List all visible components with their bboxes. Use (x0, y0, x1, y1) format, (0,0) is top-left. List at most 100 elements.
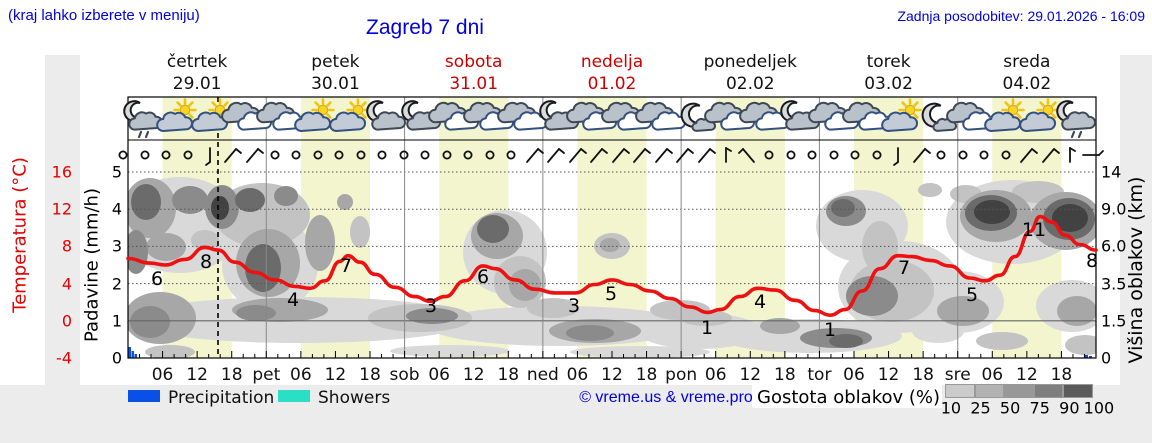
temp-tick-12: 12 (51, 199, 72, 219)
precip-tick-2: 2 (111, 274, 122, 294)
cloud-density-label-bg (752, 385, 942, 408)
wind-barb-e (1082, 150, 1104, 156)
weather-icons-row (123, 98, 1097, 139)
temperature-value-label: 7 (898, 257, 910, 279)
x-label-ned: ned (526, 365, 559, 385)
cloud-density-label: Gostota oblakov (%) (757, 387, 941, 408)
x-label-sob: sob (389, 365, 420, 385)
cloud-tick-3.5: 3.5 (1101, 274, 1127, 294)
wind-barb-ne (913, 148, 931, 163)
density-segment (1063, 384, 1093, 398)
wind-barb-nw (738, 148, 755, 163)
page-title: Zagreb 7 dni (366, 16, 484, 39)
density-segment (1004, 384, 1034, 398)
showers-swatch (278, 390, 310, 402)
cloud-blob (146, 233, 186, 261)
x-label-06: 06 (151, 365, 174, 385)
weather-icon-sun-cloud (881, 98, 922, 132)
wind-calm (334, 150, 344, 160)
precip-tick-5: 5 (111, 162, 122, 182)
density-label-75: 75 (1029, 398, 1050, 418)
wind-barb-ne (1042, 148, 1060, 163)
weather-icon-moon-cloud-drizzle (123, 100, 164, 139)
day-name: sreda (1003, 52, 1051, 72)
precip-tick-3: 3 (111, 236, 122, 256)
copyright-link[interactable]: © vreme.us & vreme.pro (579, 389, 753, 406)
wind-barb-s (205, 147, 211, 166)
x-label-12: 12 (462, 365, 485, 385)
temp-tick-16: 16 (51, 162, 72, 182)
day-name: ponedeljek (703, 52, 797, 72)
x-label-06: 06 (428, 365, 450, 385)
weather-icon-sun-cloud (156, 98, 197, 132)
x-label-12: 12 (877, 365, 900, 385)
left-axis-strip (45, 55, 80, 385)
wind-barb-n (725, 147, 732, 163)
density-segment (974, 384, 1005, 398)
drizzle-mark (137, 130, 143, 139)
precipitation-label: Precipitation (168, 388, 275, 408)
last-update: Zadnja posodobitev: 29.01.2026 - 16:09 (897, 8, 1145, 24)
temperature-value-label: 5 (966, 284, 978, 306)
cloud-blob (1052, 204, 1088, 232)
cloud-blob (191, 230, 219, 250)
drizzle-mark (144, 130, 150, 139)
wind-calm (377, 150, 387, 160)
cloud-tick-6.0: 6.0 (1101, 236, 1127, 256)
cloud-blob (974, 200, 1010, 224)
wind-barb-ne (547, 148, 565, 163)
cloud-shape (329, 111, 366, 132)
cloud-blob (130, 306, 170, 338)
wind-calm (786, 150, 796, 160)
sun-shape (898, 98, 922, 122)
cloud-tick-14: 14 (1101, 162, 1122, 182)
cloud-blob (172, 186, 208, 214)
cloud-blob (918, 183, 942, 197)
day-date: 02.02 (725, 74, 775, 94)
day-name: četrtek (166, 52, 228, 72)
cloud-shape (1061, 111, 1097, 131)
x-label-pon: pon (665, 365, 698, 385)
precipitation-bar (134, 354, 137, 358)
precip-tick-0: 0 (111, 348, 122, 368)
day-date: 29.01 (172, 74, 222, 94)
wind-calm (485, 150, 495, 160)
temperature-value-label: 6 (151, 268, 163, 290)
sun-shape (1001, 98, 1025, 122)
showers-label: Showers (318, 388, 391, 408)
cloud-blob (477, 215, 509, 243)
cloud-blob (846, 276, 898, 316)
cloud-tick-0: 0 (1101, 348, 1112, 368)
precip-tick-1: 1 (111, 311, 122, 331)
x-label-18: 18 (497, 365, 520, 385)
cloud-blob (145, 345, 195, 358)
x-label-18: 18 (635, 365, 658, 385)
precipitation-bar (128, 347, 131, 358)
temperature-value-label: 5 (605, 283, 617, 305)
wind-calm (420, 150, 430, 160)
x-label-12: 12 (601, 365, 623, 385)
menu-hint: (kraj lahko izberete v meniju) (8, 7, 200, 24)
temperature-value-label: 4 (287, 289, 299, 311)
wind-calm (118, 150, 128, 160)
x-label-18: 18 (774, 365, 796, 385)
cloud-blob (680, 310, 732, 326)
wind-barb-ne (590, 148, 608, 163)
wind-calm (764, 150, 774, 160)
x-label-06: 06 (981, 365, 1004, 385)
wind-calm (829, 150, 839, 160)
wind-calm (463, 150, 473, 160)
day-date: 31.01 (449, 74, 499, 94)
x-label-18: 18 (220, 365, 243, 385)
temperature-value-label: 1 (701, 317, 713, 339)
density-label-90: 90 (1059, 398, 1080, 418)
temperature-curve (126, 214, 1098, 318)
density-label-10: 10 (940, 398, 962, 418)
temp-tick-8: 8 (61, 236, 72, 256)
cloud-blob (760, 318, 800, 334)
wind-calm (313, 150, 323, 160)
day-date: 03.02 (864, 74, 913, 94)
drizzle-mark (1070, 130, 1076, 139)
